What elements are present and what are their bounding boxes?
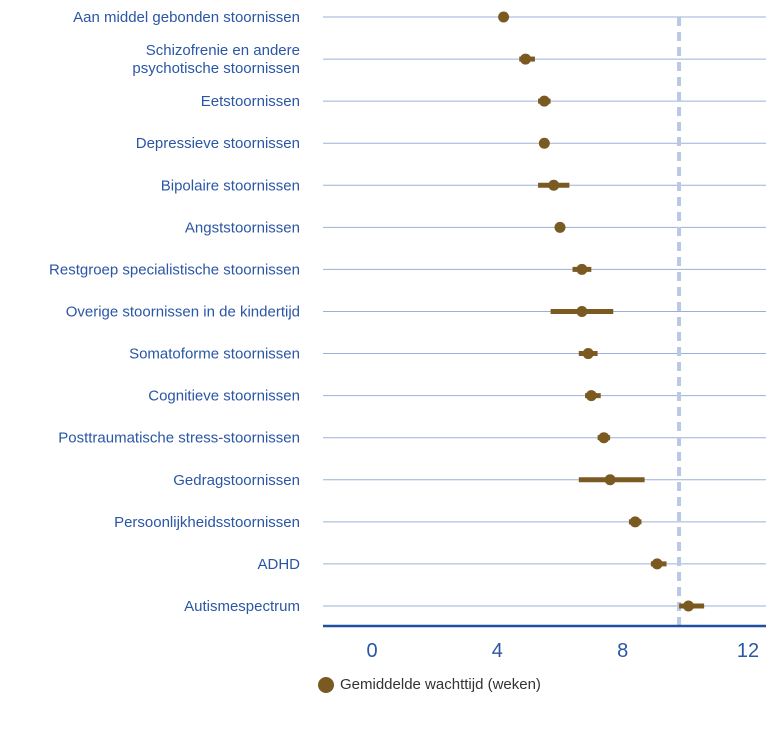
category-label: Angststoornissen [185,219,300,236]
category-label: Schizofrenie en andere psychotische stoor… [132,42,300,77]
x-tick-label: 4 [492,640,503,662]
category-label: Autismespectrum [184,598,300,615]
category-label: Cognitieve stoornissen [148,388,300,405]
category-label: Posttraumatische stress-stoornissen [58,430,300,447]
x-tick-label: 8 [617,640,628,662]
data-point [651,558,663,570]
legend-marker-icon [318,676,334,693]
category-label: Gedragstoornissen [173,472,300,489]
category-label-line: psychotische stoornissen [132,60,300,77]
category-label: Overige stoornissen in de kindertijd [66,303,300,320]
data-point [585,390,597,402]
data-point [576,263,588,275]
data-point [582,348,594,360]
data-point [682,600,694,612]
category-label: Eetstoornissen [201,93,300,110]
data-point [598,432,610,444]
legend-label: Gemiddelde wachttijd (weken) [340,676,541,693]
category-label-line: Schizofrenie en andere [146,42,300,59]
data-point [576,305,588,317]
data-point [538,95,550,107]
data-point [498,11,510,23]
category-label: Persoonlijkheidsstoornissen [114,514,300,531]
legend: Gemiddelde wachttijd (weken) [318,676,541,693]
x-tick-label: 0 [366,640,377,662]
data-point [554,221,566,233]
category-label: Aan middel gebonden stoornissen [73,9,300,26]
category-label: Somatoforme stoornissen [129,346,300,363]
category-label: Depressieve stoornissen [136,135,300,152]
data-point [538,137,550,149]
category-label: ADHD [257,556,300,573]
data-point [629,516,641,528]
data-point [520,53,532,65]
category-label: Restgroep specialistische stoornissen [49,261,300,278]
data-point [548,179,560,191]
data-point [604,474,616,486]
x-tick-label: 12 [737,640,759,662]
category-label: Bipolaire stoornissen [161,177,300,194]
